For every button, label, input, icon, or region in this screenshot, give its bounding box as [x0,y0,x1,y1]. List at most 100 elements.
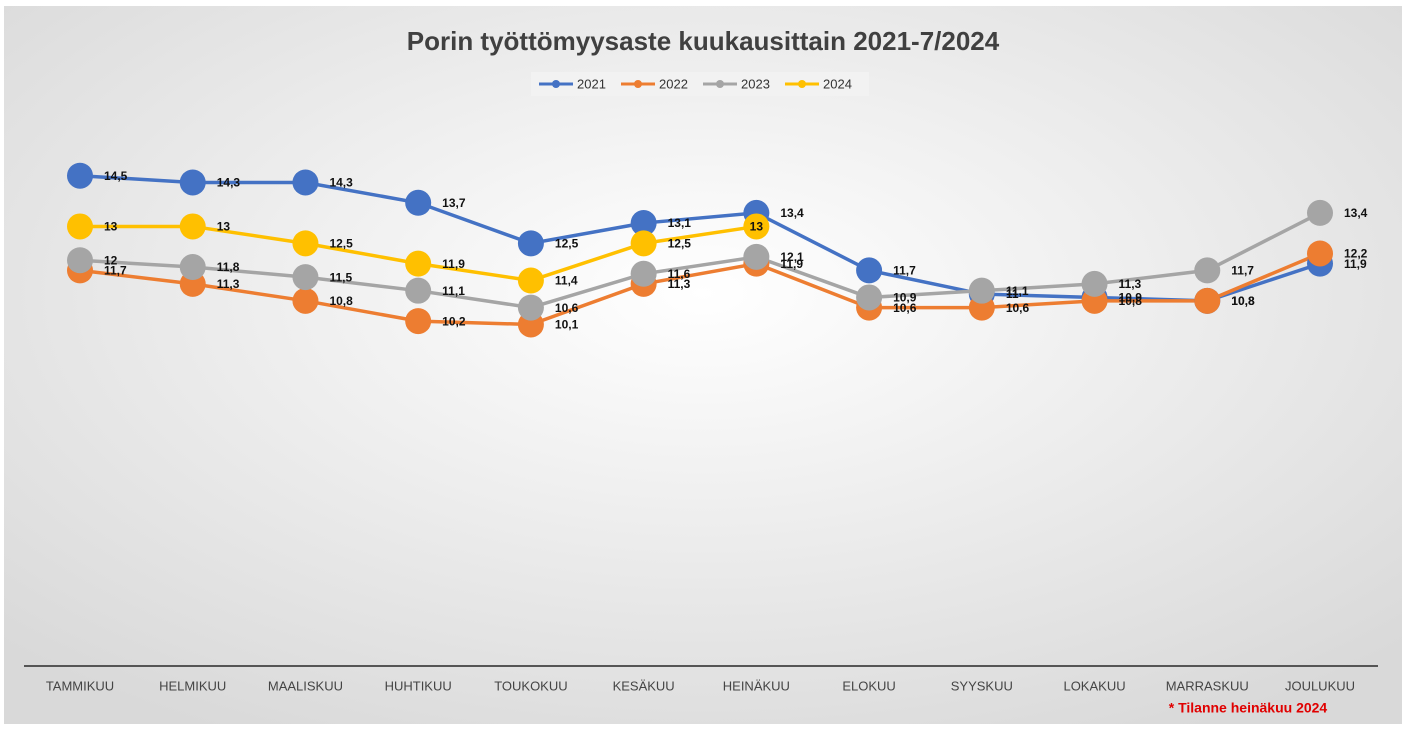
data-label: 10,9 [893,291,917,305]
data-label: 13 [104,220,118,234]
data-label: 10,8 [329,294,353,308]
chart-title: Porin työttömyysaste kuukausittain 2021-… [407,26,1000,56]
data-label: 10,1 [555,318,579,332]
data-label: 11,7 [104,264,127,278]
data-label: 12,2 [1344,247,1368,261]
marker [179,169,206,196]
data-label: 10,8 [1231,294,1255,308]
x-tick-label: ELOKUU [842,678,895,693]
marker [856,257,883,284]
data-label: 11,7 [1231,264,1254,278]
data-label: 10,6 [893,301,917,315]
data-label: 14,5 [104,169,128,183]
data-label: 11,3 [668,277,691,291]
data-label: 11,8 [217,260,240,274]
marker [1194,287,1221,314]
marker [292,287,319,314]
data-label: 13 [217,220,231,234]
data-label: 10,9 [1119,291,1143,305]
marker [1194,257,1221,284]
data-label: 10,8 [1231,294,1255,308]
data-label: 10,8 [1119,294,1143,308]
marker [405,250,432,277]
series-line [79,251,1321,327]
x-tick-label: TAMMIKUU [46,678,114,693]
legend-label: 2021 [577,76,606,91]
data-label: 10,6 [1006,301,1030,315]
marker [517,294,544,321]
data-label: 13,4 [1344,206,1368,220]
data-label: 13,1 [668,216,692,230]
marker [292,264,319,291]
x-tick-label: SYYSKUU [951,678,1013,693]
data-label: 11,9 [442,257,465,271]
marker [1081,270,1108,297]
data-label: 11,3 [1119,277,1142,291]
marker [968,277,995,304]
marker [630,260,657,287]
legend-label: 2024 [823,76,852,91]
data-label: 12,5 [668,237,692,251]
data-label: 11,7 [893,264,916,278]
data-label: 11 [1006,287,1019,301]
data-label: 12,5 [329,237,353,251]
marker [743,243,770,270]
marker [67,247,93,274]
marker [856,284,883,311]
x-tick-label: MAALISKUU [268,678,343,693]
x-tick-label: MARRASKUU [1166,678,1249,693]
marker [67,213,93,240]
x-tick-label: KESÄKUU [613,678,675,693]
data-label: 11,9 [780,257,803,271]
x-tick-label: LOKAKUU [1063,678,1125,693]
marker [292,169,319,196]
x-tick-label: TOUKOKUU [494,678,567,693]
data-label: 11,4 [555,274,578,288]
marker [67,162,93,189]
data-label: 13,7 [442,196,466,210]
marker [179,254,206,281]
x-tick-label: HUHTIKUU [385,678,452,693]
marker [630,230,657,257]
data-label: 11,3 [217,277,240,291]
legend-label: 2022 [659,76,688,91]
data-label: 12,1 [780,250,804,264]
legend-marker [798,80,806,88]
data-label: 14,3 [217,176,241,190]
data-label: 10,2 [442,314,466,328]
marker [1307,199,1333,226]
marker [517,267,544,294]
data-label: 11,1 [442,284,465,298]
legend-marker [552,80,560,88]
marker [630,210,657,237]
data-label: 11,1 [1006,284,1029,298]
data-label: 13 [750,220,764,234]
annotation: * Tilanne heinäkuu 2024 [1169,700,1328,716]
marker [405,277,432,304]
series-line [79,211,1321,310]
marker [1307,240,1333,267]
background [4,6,1402,724]
data-label: 12,5 [555,237,579,251]
marker [405,308,432,335]
legend-marker [634,80,642,88]
x-tick-label: HELMIKUU [159,678,226,693]
x-tick-label: JOULUKUU [1285,678,1355,693]
legend-label: 2023 [741,76,770,91]
marker [517,230,544,257]
marker [743,213,770,240]
data-label: 11,5 [329,270,352,284]
data-label: 14,3 [329,176,353,190]
data-label: 13,4 [780,206,804,220]
data-label: 12 [104,253,118,267]
series-line [79,173,1321,303]
marker [179,213,206,240]
x-tick-label: HEINÄKUU [723,678,790,693]
data-label: 11,6 [668,267,691,281]
data-label: 11,9 [1344,257,1367,271]
data-label: 10,6 [555,301,579,315]
marker [405,189,432,216]
marker [292,230,319,257]
legend-marker [716,80,724,88]
